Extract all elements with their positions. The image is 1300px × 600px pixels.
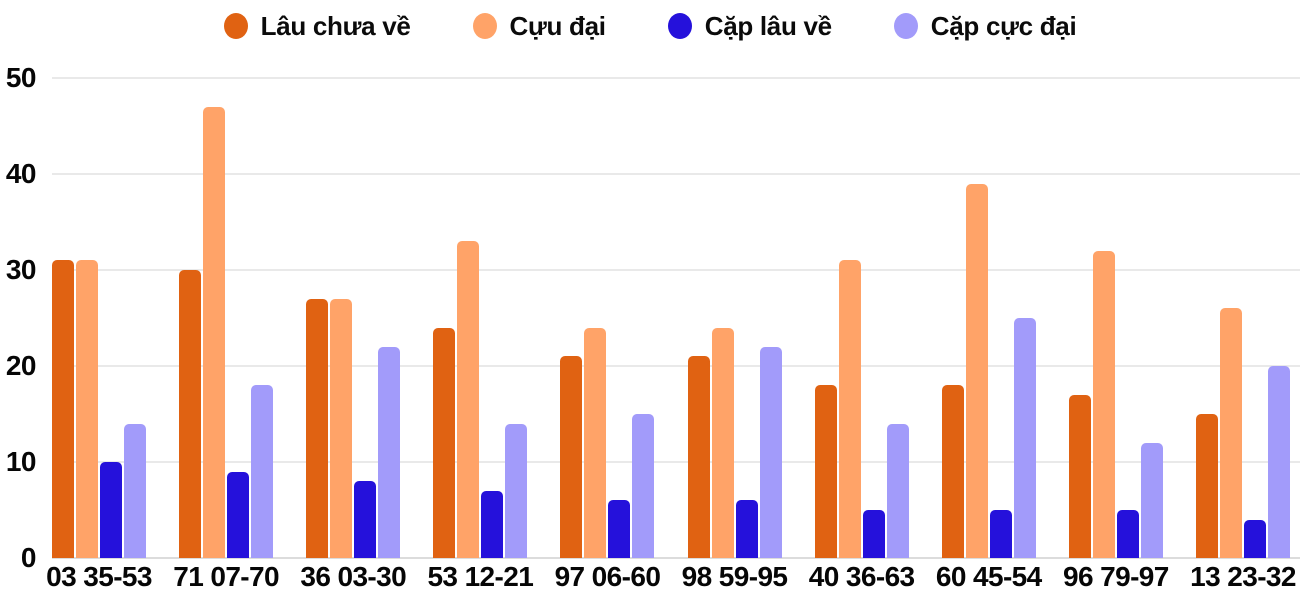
bar[interactable] bbox=[862, 510, 885, 558]
bar[interactable] bbox=[306, 298, 329, 558]
bar[interactable] bbox=[457, 241, 480, 558]
bar[interactable] bbox=[814, 385, 837, 558]
bar[interactable] bbox=[608, 500, 631, 558]
bar[interactable] bbox=[1219, 308, 1242, 558]
gridline bbox=[52, 269, 1300, 271]
bar[interactable] bbox=[886, 423, 909, 558]
x-axis-tick-label: 36 03-30 bbox=[300, 561, 407, 592]
x-axis-tick-label: 40 36-63 bbox=[808, 561, 915, 592]
legend-dot-icon bbox=[667, 13, 692, 39]
bars-layer bbox=[52, 0, 1290, 558]
bar[interactable] bbox=[203, 106, 226, 558]
bar[interactable] bbox=[124, 423, 146, 558]
y-axis-tick-label: 50 bbox=[5, 62, 37, 93]
bar[interactable] bbox=[711, 327, 734, 558]
x-axis-tick-label: 96 79-97 bbox=[1063, 561, 1169, 592]
bar-group bbox=[179, 0, 274, 558]
legend-label: Cựu đại bbox=[509, 10, 606, 41]
legend-item[interactable]: Cặp cực đại bbox=[893, 10, 1077, 42]
bar[interactable] bbox=[227, 471, 250, 558]
y-axis-tick-label: 20 bbox=[5, 350, 37, 381]
legend-dot-icon bbox=[223, 13, 248, 39]
bar[interactable] bbox=[1092, 250, 1115, 558]
bar[interactable] bbox=[1243, 519, 1266, 558]
legend-item[interactable]: Lâu chưa về bbox=[223, 10, 411, 42]
bar[interactable] bbox=[481, 490, 504, 558]
bar[interactable] bbox=[433, 327, 456, 558]
bar[interactable] bbox=[687, 356, 710, 558]
bar-group bbox=[306, 0, 401, 558]
legend-item[interactable]: Cặp lâu về bbox=[667, 10, 832, 42]
x-axis-tick-label: 98 59-95 bbox=[681, 561, 788, 592]
bar-group bbox=[560, 0, 655, 558]
legend-label: Lâu chưa về bbox=[260, 10, 411, 41]
bar[interactable] bbox=[251, 385, 274, 558]
x-axis-tick-label: 03 35-53 bbox=[46, 561, 152, 592]
x-axis-tick-label: 97 06-60 bbox=[554, 561, 661, 592]
bar[interactable] bbox=[179, 270, 202, 558]
legend-label: Cặp lâu về bbox=[704, 10, 832, 41]
bar[interactable] bbox=[1068, 394, 1091, 558]
x-axis-tick-label: 13 23-32 bbox=[1190, 561, 1296, 592]
bar-group bbox=[433, 0, 528, 558]
x-axis-baseline bbox=[52, 557, 1300, 559]
legend-item[interactable]: Cựu đại bbox=[472, 10, 606, 42]
bar-group bbox=[687, 0, 782, 558]
bar[interactable] bbox=[100, 462, 122, 558]
y-axis-tick-label: 0 bbox=[20, 542, 37, 573]
bar-group bbox=[941, 0, 1036, 558]
y-axis-tick-label: 10 bbox=[5, 446, 37, 477]
gridline bbox=[52, 461, 1300, 463]
bar[interactable] bbox=[1195, 414, 1218, 558]
bar[interactable] bbox=[1013, 318, 1036, 558]
chart-legend: Lâu chưa về Cựu đại Cặp lâu về Cặp cực đại bbox=[0, 6, 1300, 46]
x-axis-tick-label: 71 07-70 bbox=[173, 561, 279, 592]
x-axis-tick-label: 60 45-54 bbox=[935, 561, 1042, 592]
bar[interactable] bbox=[584, 327, 607, 558]
bar[interactable] bbox=[330, 298, 353, 558]
bar-group bbox=[1195, 0, 1290, 558]
bar[interactable] bbox=[965, 183, 988, 558]
bar[interactable] bbox=[378, 346, 401, 558]
legend-dot-icon bbox=[472, 13, 497, 39]
bar[interactable] bbox=[1116, 510, 1139, 558]
x-axis-tick-label: 53 12-21 bbox=[427, 561, 534, 592]
bar[interactable] bbox=[560, 356, 583, 558]
bar-group bbox=[1068, 0, 1163, 558]
bar[interactable] bbox=[759, 346, 782, 558]
gridline bbox=[52, 173, 1300, 175]
bar[interactable] bbox=[354, 481, 377, 558]
bar[interactable] bbox=[838, 260, 861, 558]
bar-group bbox=[814, 0, 909, 558]
y-axis-tick-label: 40 bbox=[5, 158, 37, 189]
bar[interactable] bbox=[632, 414, 655, 558]
gridline bbox=[52, 365, 1300, 367]
y-axis-tick-label: 30 bbox=[5, 254, 37, 285]
bar[interactable] bbox=[1267, 366, 1290, 558]
legend-dot-icon bbox=[893, 13, 918, 39]
bar-group bbox=[52, 0, 146, 558]
bar[interactable] bbox=[52, 260, 74, 558]
bar[interactable] bbox=[505, 423, 528, 558]
bar[interactable] bbox=[1140, 442, 1163, 558]
gridline bbox=[52, 77, 1300, 79]
bar[interactable] bbox=[76, 260, 98, 558]
bar[interactable] bbox=[735, 500, 758, 558]
bar[interactable] bbox=[989, 510, 1012, 558]
bar[interactable] bbox=[941, 385, 964, 558]
legend-label: Cặp cực đại bbox=[930, 10, 1077, 41]
